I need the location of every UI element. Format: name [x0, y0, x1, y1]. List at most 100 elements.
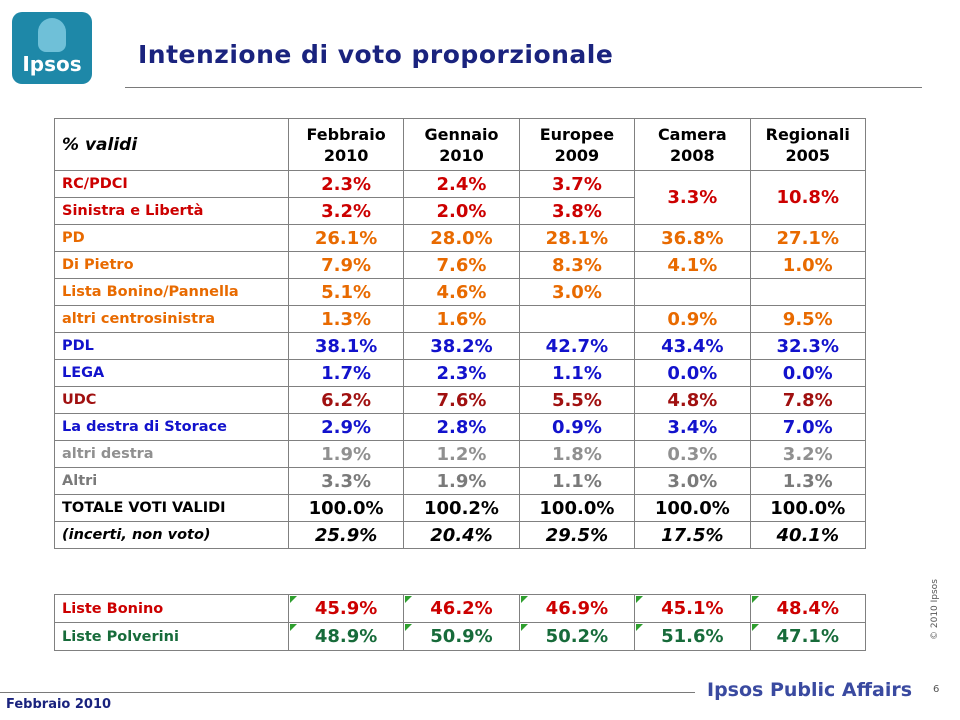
header-col-year: 2009 [554, 145, 600, 165]
comment-flag-icon [751, 624, 759, 631]
row-value: 45.1% [634, 594, 751, 623]
row-value: 3.7% [518, 170, 636, 198]
row-label: altri destra [54, 440, 289, 468]
row-value: 1.6% [403, 305, 520, 333]
row-value: 51.6% [634, 622, 751, 651]
row-value: 2.8% [403, 413, 520, 441]
row-label: RC/PDCI [54, 170, 289, 198]
page-number: 6 [933, 684, 940, 695]
row-value: 4.6% [403, 278, 520, 306]
row-value: 100.0% [518, 494, 636, 522]
row-label: UDC [54, 386, 289, 414]
row-value: 100.0% [287, 494, 405, 522]
header-label: % validi [62, 134, 138, 155]
row-value: 1.3% [749, 467, 867, 495]
table-row: UDC 6.2% 7.6% 5.5% 4.8% 7.8% [54, 386, 867, 414]
row-value: 5.1% [287, 278, 405, 306]
table-row: (incerti, non voto) 25.9% 20.4% 29.5% 17… [54, 521, 867, 549]
row-value: 7.6% [403, 386, 520, 414]
row-value: 3.2% [287, 197, 405, 225]
row-value: 1.8% [518, 440, 636, 468]
row-value: 48.4% [749, 594, 867, 623]
row-value: 38.2% [403, 332, 520, 360]
row-value: 1.2% [403, 440, 520, 468]
voting-intention-table: % validi Febbraio 2010 Gennaio 2010 Euro… [54, 118, 867, 549]
table-row: Liste Bonino 45.9% 46.2% 46.9% 45.1% 48.… [54, 594, 867, 623]
merged-value: 10.8% [749, 170, 867, 225]
merged-value: 3.3% [634, 170, 751, 225]
value-text: 51.6% [661, 626, 724, 647]
row-label: PD [54, 224, 289, 252]
regional-lists-table: Liste Bonino 45.9% 46.2% 46.9% 45.1% 48.… [54, 594, 867, 651]
table-row: Altri 3.3% 1.9% 1.1% 3.0% 1.3% [54, 467, 867, 495]
row-value: 0.0% [749, 359, 867, 387]
row-value: 46.2% [403, 594, 520, 623]
row-value: 25.9% [287, 521, 405, 549]
table-row: Di Pietro 7.9% 7.6% 8.3% 4.1% 1.0% [54, 251, 867, 279]
table-row: LEGA 1.7% 2.3% 1.1% 0.0% 0.0% [54, 359, 867, 387]
table-row: TOTALE VOTI VALIDI 100.0% 100.2% 100.0% … [54, 494, 867, 522]
row-label: TOTALE VOTI VALIDI [54, 494, 289, 522]
row-value: 7.9% [287, 251, 405, 279]
row-value: 2.4% [403, 170, 520, 198]
value-text: 45.1% [661, 598, 724, 619]
row-value: 3.4% [634, 413, 751, 441]
row-value: 7.0% [749, 413, 867, 441]
value-text: 48.9% [314, 626, 378, 647]
header-col-name: Europee [539, 124, 615, 144]
header-col-year: 2008 [670, 145, 715, 165]
row-value: 0.9% [634, 305, 751, 333]
header-col-europee: Europee 2009 [518, 118, 636, 171]
row-value: 0.0% [634, 359, 751, 387]
row-value: 36.8% [634, 224, 751, 252]
row-value: 4.1% [634, 251, 751, 279]
row-value: 9.5% [749, 305, 867, 333]
row-value: 28.0% [403, 224, 520, 252]
row-label: Sinistra e Libertà [54, 197, 289, 225]
row-value: 29.5% [518, 521, 636, 549]
comment-flag-icon [289, 624, 297, 631]
row-value: 8.3% [518, 251, 636, 279]
row-value: 7.8% [749, 386, 867, 414]
value-text: 46.9% [545, 598, 609, 619]
row-value: 43.4% [634, 332, 751, 360]
row-value: 2.9% [287, 413, 405, 441]
row-label: PDL [54, 332, 289, 360]
header-col-name: Febbraio [306, 124, 386, 144]
ipsos-logo: Ipsos [12, 12, 92, 84]
row-label: Di Pietro [54, 251, 289, 279]
comment-flag-icon [636, 624, 644, 631]
table-header-row: % validi Febbraio 2010 Gennaio 2010 Euro… [54, 118, 867, 171]
row-value: 6.2% [287, 386, 405, 414]
header-col-name: Gennaio [424, 124, 499, 144]
row-value: 3.8% [518, 197, 636, 225]
row-value: 27.1% [749, 224, 867, 252]
value-text: 48.4% [776, 598, 839, 619]
row-value: 1.3% [287, 305, 405, 333]
row-value: 40.1% [749, 521, 867, 549]
row-value: 1.0% [749, 251, 867, 279]
row-value: 2.3% [287, 170, 405, 198]
header-col-gennaio: Gennaio 2010 [403, 118, 520, 171]
row-value: 50.2% [518, 622, 636, 651]
logo-head-icon [38, 18, 66, 52]
row-value: 28.1% [518, 224, 636, 252]
row-value: 100.0% [634, 494, 751, 522]
row-value: 5.5% [518, 386, 636, 414]
comment-flag-icon [636, 596, 644, 603]
row-value: 1.7% [287, 359, 405, 387]
row-value: 1.9% [287, 440, 405, 468]
row-value: 46.9% [518, 594, 636, 623]
row-value: 42.7% [518, 332, 636, 360]
footer-date: Febbraio 2010 [6, 697, 112, 712]
table-row: Liste Polverini 48.9% 50.9% 50.2% 51.6% … [54, 622, 867, 651]
row-value: 50.9% [403, 622, 520, 651]
row-label: (incerti, non voto) [54, 521, 289, 549]
row-label: Liste Polverini [54, 622, 289, 651]
row-value: 3.3% [287, 467, 405, 495]
row-label: Liste Bonino [54, 594, 289, 623]
value-text: 50.9% [430, 626, 493, 647]
value-text: 50.2% [545, 626, 609, 647]
header-col-name: Camera [657, 124, 727, 144]
header-col-febbraio: Febbraio 2010 [287, 118, 405, 171]
